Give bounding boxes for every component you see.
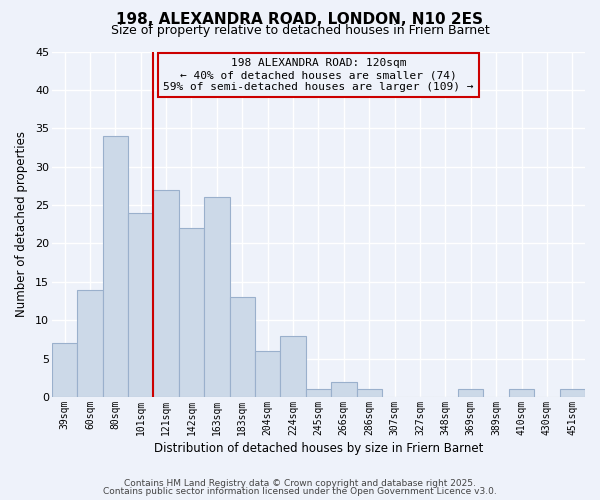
Bar	[128, 212, 154, 397]
Text: 198 ALEXANDRA ROAD: 120sqm
← 40% of detached houses are smaller (74)
59% of semi: 198 ALEXANDRA ROAD: 120sqm ← 40% of deta…	[163, 58, 473, 92]
Bar	[77, 290, 103, 397]
Bar	[230, 297, 255, 397]
Bar	[356, 390, 382, 397]
Text: Contains public sector information licensed under the Open Government Licence v3: Contains public sector information licen…	[103, 487, 497, 496]
Bar	[255, 351, 280, 397]
Bar	[306, 390, 331, 397]
Bar	[204, 198, 230, 397]
Bar	[458, 390, 484, 397]
Text: Contains HM Land Registry data © Crown copyright and database right 2025.: Contains HM Land Registry data © Crown c…	[124, 478, 476, 488]
Bar	[103, 136, 128, 397]
Text: 198, ALEXANDRA ROAD, LONDON, N10 2ES: 198, ALEXANDRA ROAD, LONDON, N10 2ES	[116, 12, 484, 28]
X-axis label: Distribution of detached houses by size in Friern Barnet: Distribution of detached houses by size …	[154, 442, 483, 455]
Bar	[280, 336, 306, 397]
Bar	[179, 228, 204, 397]
Bar	[331, 382, 356, 397]
Bar	[154, 190, 179, 397]
Bar	[509, 390, 534, 397]
Bar	[52, 344, 77, 397]
Bar	[560, 390, 585, 397]
Text: Size of property relative to detached houses in Friern Barnet: Size of property relative to detached ho…	[110, 24, 490, 37]
Y-axis label: Number of detached properties: Number of detached properties	[15, 132, 28, 318]
